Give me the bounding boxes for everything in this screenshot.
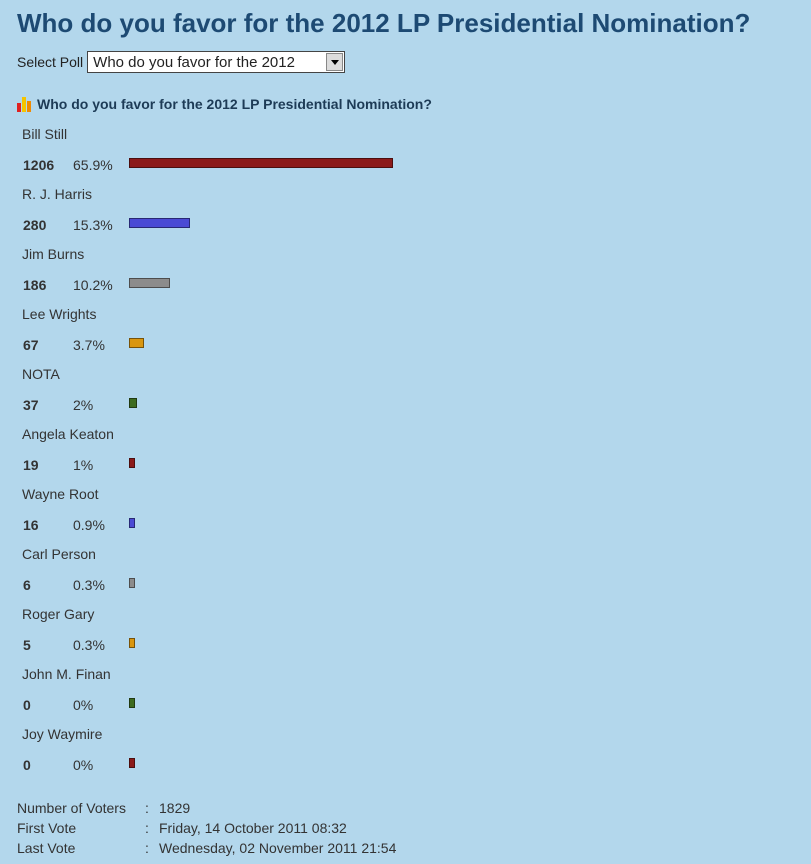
stat-separator: :: [145, 800, 149, 816]
dropdown-arrow-icon[interactable]: [326, 53, 344, 71]
option-votes: 19: [23, 457, 39, 473]
stat-last-label: Last Vote: [17, 840, 76, 856]
option-percent: 1%: [73, 457, 94, 473]
option-votes: 0: [23, 757, 31, 773]
option-bar: [129, 758, 135, 768]
select-poll-value: Who do you favor for the 2012: [93, 54, 295, 71]
option-bar: [129, 698, 135, 708]
stat-voters: Number of Voters : 1829: [17, 799, 396, 819]
stat-voters-label: Number of Voters: [17, 800, 126, 816]
option-percent: 65.9%: [73, 157, 113, 173]
option-bar: [129, 518, 135, 528]
option-votes: 67: [23, 337, 39, 353]
option-percent: 0%: [73, 697, 94, 713]
option-name: NOTA: [22, 366, 60, 382]
poll-heading-text: Who do you favor for the 2012 LP Preside…: [37, 96, 432, 112]
option-votes: 5: [23, 637, 31, 653]
option-bar: [129, 578, 135, 588]
option-votes: 37: [23, 397, 39, 413]
page-title: Who do you favor for the 2012 LP Preside…: [17, 8, 751, 38]
option-percent: 2%: [73, 397, 94, 413]
stat-last-vote: Last Vote : Wednesday, 02 November 2011 …: [17, 839, 396, 859]
poll-option: Roger Gary 5 0.3%: [0, 602, 811, 662]
poll-option: Angela Keaton 19 1%: [0, 422, 811, 482]
option-bar: [129, 278, 170, 288]
poll-option: John M. Finan 0 0%: [0, 662, 811, 722]
stat-first-label: First Vote: [17, 820, 77, 836]
option-votes: 6: [23, 577, 31, 593]
poll-option: Carl Person 6 0.3%: [0, 542, 811, 602]
option-name: Jim Burns: [22, 246, 85, 262]
option-percent: 0.3%: [73, 577, 105, 593]
stat-separator: :: [145, 840, 149, 856]
stat-voters-value: 1829: [159, 800, 191, 816]
option-name: Wayne Root: [22, 486, 99, 502]
option-name: John M. Finan: [22, 666, 111, 682]
stat-first-vote: First Vote : Friday, 14 October 2011 08:…: [17, 819, 396, 839]
option-name: Lee Wrights: [22, 306, 97, 322]
poll-option: Lee Wrights 67 3.7%: [0, 302, 811, 362]
option-percent: 10.2%: [73, 277, 113, 293]
select-poll-dropdown[interactable]: Who do you favor for the 2012: [87, 51, 346, 73]
option-votes: 1206: [23, 157, 55, 173]
poll-option: Jim Burns 186 10.2%: [0, 242, 811, 302]
select-poll-row: Select Poll Who do you favor for the 201…: [17, 51, 346, 73]
option-bar: [129, 398, 137, 408]
option-percent: 0.9%: [73, 517, 105, 533]
option-votes: 0: [23, 697, 31, 713]
option-bar: [129, 638, 135, 648]
poll-option: Joy Waymire 0 0%: [0, 722, 811, 782]
option-percent: 0.3%: [73, 637, 105, 653]
option-percent: 0%: [73, 757, 94, 773]
stat-first-value: Friday, 14 October 2011 08:32: [159, 820, 347, 836]
option-bar: [129, 338, 144, 348]
poll-stats: Number of Voters : 1829 First Vote : Fri…: [17, 799, 396, 859]
poll-option: Bill Still 1206 65.9%: [0, 122, 811, 182]
option-name: Roger Gary: [22, 606, 95, 622]
option-bar: [129, 218, 190, 228]
select-poll-label: Select Poll: [17, 54, 84, 70]
stat-last-value: Wednesday, 02 November 2011 21:54: [159, 840, 397, 856]
option-name: Bill Still: [22, 126, 68, 142]
option-bar: [129, 158, 393, 168]
option-name: Carl Person: [22, 546, 96, 562]
stat-separator: :: [145, 820, 149, 836]
poll-results: Bill Still 1206 65.9% R. J. Harris 280 1…: [0, 122, 811, 782]
poll-chart-icon: [17, 96, 33, 112]
option-percent: 3.7%: [73, 337, 105, 353]
option-name: Angela Keaton: [22, 426, 114, 442]
option-bar: [129, 458, 135, 468]
option-name: R. J. Harris: [22, 186, 92, 202]
option-votes: 16: [23, 517, 39, 533]
option-votes: 280: [23, 217, 47, 233]
poll-option: R. J. Harris 280 15.3%: [0, 182, 811, 242]
poll-option: NOTA 37 2%: [0, 362, 811, 422]
poll-option: Wayne Root 16 0.9%: [0, 482, 811, 542]
option-name: Joy Waymire: [22, 726, 103, 742]
poll-heading: Who do you favor for the 2012 LP Preside…: [17, 96, 432, 112]
option-votes: 186: [23, 277, 47, 293]
option-percent: 15.3%: [73, 217, 113, 233]
